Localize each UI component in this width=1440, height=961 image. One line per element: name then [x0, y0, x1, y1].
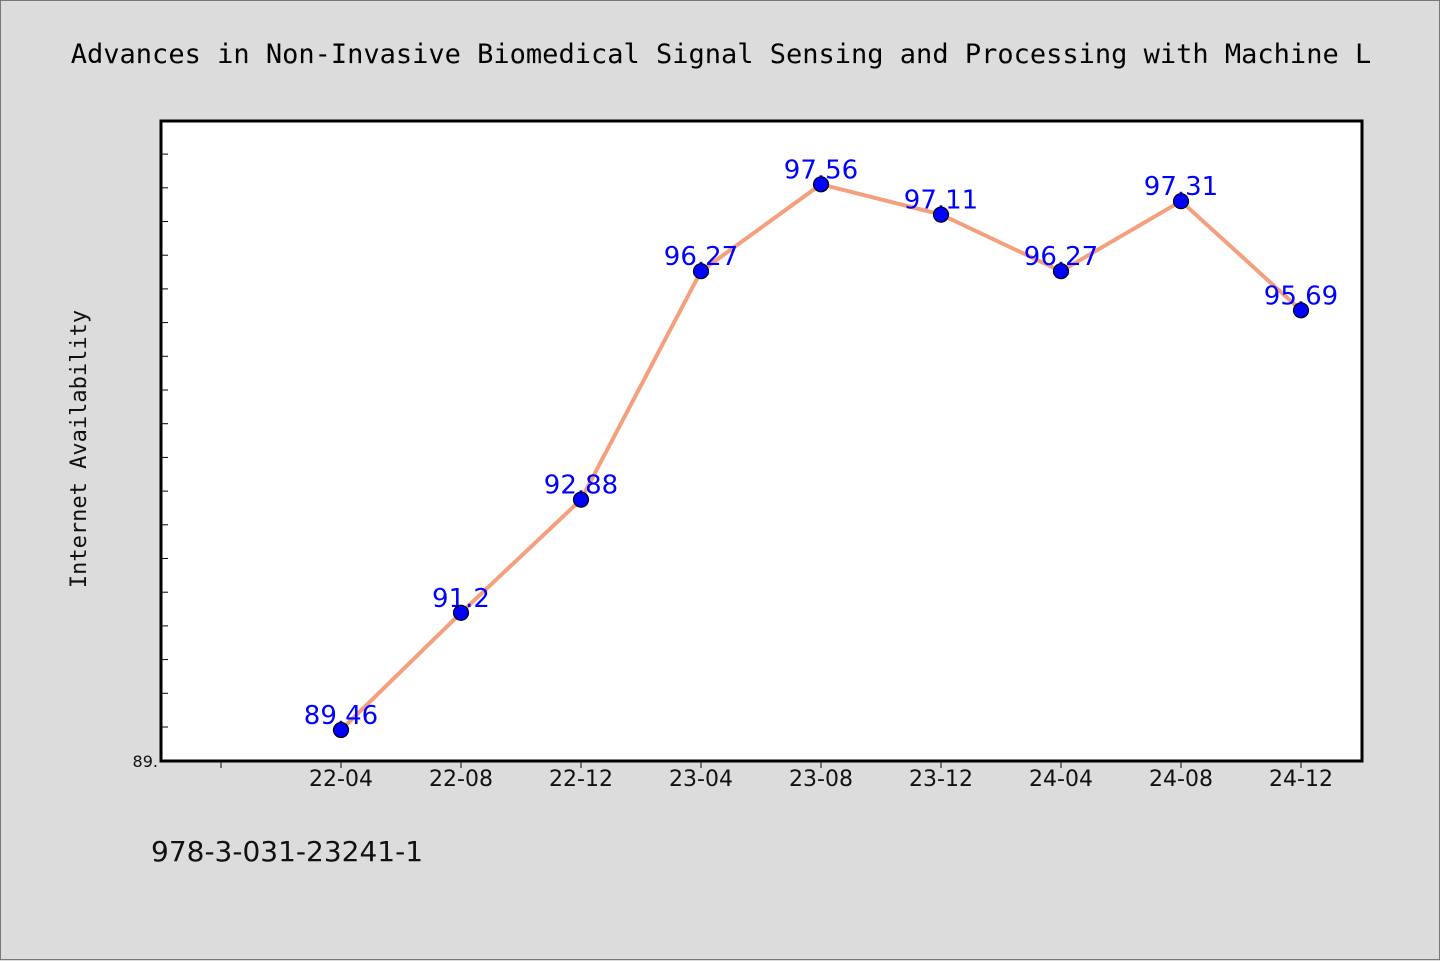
x-axis-ticks: 22-04 22-08 22-12 23-04 23-08 23-12 24-04 24-08…	[220, 761, 1333, 792]
chart-title: Advances in Non-Invasive Biomedical Sign…	[71, 39, 1371, 70]
x-tick-label: 22-08	[429, 767, 493, 792]
x-tick-label: 24-12	[1269, 767, 1333, 792]
y-tick-label: 89.	[133, 752, 158, 771]
x-tick-label: 22-12	[549, 767, 613, 792]
data-point	[1292, 302, 1310, 319]
x-tick-label: 23-04	[669, 767, 733, 792]
x-tick-label: 23-08	[789, 767, 853, 792]
data-point	[812, 176, 830, 193]
data-point	[692, 263, 710, 280]
data-point	[1052, 263, 1070, 280]
y-axis-ticks	[161, 153, 168, 728]
x-tick-label: 24-08	[1149, 767, 1213, 792]
data-point	[452, 604, 470, 621]
x-tick-label: 24-04	[1029, 767, 1093, 792]
x-tick-label: 22-04	[309, 767, 373, 792]
y-axis-label: Internet Availability	[67, 310, 92, 588]
x-tick-label: 23-12	[909, 767, 973, 792]
isbn-text: 978-3-031-23241-1	[151, 835, 424, 868]
data-point	[932, 206, 950, 223]
data-point	[572, 491, 590, 508]
data-point	[332, 721, 350, 739]
series-layer: 89.4691.292.8896.2797.5697.1196.2797.319…	[304, 155, 1338, 739]
data-point	[1172, 193, 1190, 210]
plot-area	[159, 119, 1364, 763]
